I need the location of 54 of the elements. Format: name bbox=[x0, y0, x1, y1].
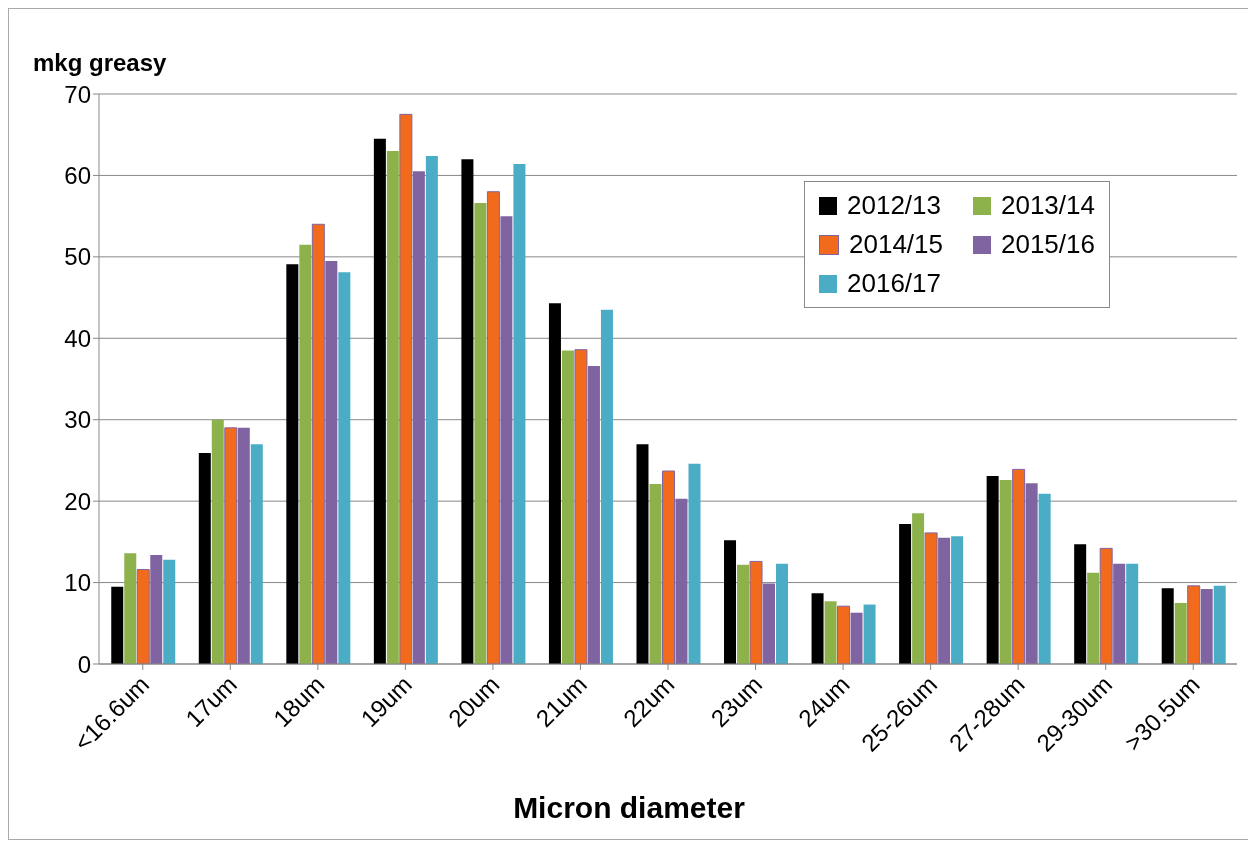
bar bbox=[338, 272, 351, 664]
bar bbox=[999, 479, 1012, 664]
y-tick-label: 40 bbox=[64, 324, 91, 352]
y-axis-title: mkg greasy bbox=[33, 49, 167, 77]
bar bbox=[688, 463, 701, 664]
bar bbox=[425, 155, 438, 664]
bar bbox=[600, 309, 613, 664]
bar bbox=[561, 350, 574, 664]
bar bbox=[111, 586, 124, 664]
bar bbox=[1213, 585, 1226, 664]
y-tick-label: 0 bbox=[77, 650, 91, 678]
bar bbox=[649, 484, 662, 664]
y-tick-label: 10 bbox=[64, 569, 91, 597]
bar bbox=[211, 419, 224, 664]
bar bbox=[1074, 544, 1087, 664]
bar bbox=[899, 523, 912, 664]
bar bbox=[863, 604, 876, 664]
y-tick-label: 50 bbox=[64, 243, 91, 271]
bar bbox=[461, 159, 474, 664]
legend-label: 2013/14 bbox=[1000, 190, 1095, 221]
bar bbox=[299, 244, 312, 664]
legend-label: 2012/13 bbox=[847, 190, 941, 221]
bar bbox=[474, 203, 487, 664]
bar bbox=[163, 559, 176, 664]
bar bbox=[286, 264, 299, 664]
bar bbox=[513, 164, 526, 664]
bar bbox=[548, 303, 561, 664]
bar bbox=[737, 564, 750, 664]
bar bbox=[124, 553, 137, 664]
bar bbox=[198, 453, 211, 664]
y-tick-label: 70 bbox=[64, 80, 91, 108]
bar bbox=[912, 513, 925, 664]
bar bbox=[386, 151, 399, 664]
bar bbox=[1038, 493, 1051, 664]
bar bbox=[986, 475, 999, 664]
bar bbox=[1174, 602, 1187, 664]
bar bbox=[1126, 563, 1139, 664]
legend-label: 2015/16 bbox=[1000, 229, 1095, 260]
bar bbox=[636, 444, 649, 664]
legend-label: 2016/17 bbox=[847, 268, 941, 299]
y-tick-label: 20 bbox=[64, 487, 91, 515]
bar bbox=[724, 540, 737, 664]
y-tick-label: 30 bbox=[64, 406, 91, 434]
bar bbox=[1161, 588, 1174, 664]
bar bbox=[776, 563, 789, 664]
legend-label: 2014/15 bbox=[849, 229, 943, 260]
bar bbox=[824, 601, 837, 664]
x-axis-title: Micron diameter bbox=[512, 791, 746, 825]
bar bbox=[811, 593, 824, 664]
bar bbox=[1087, 572, 1100, 664]
y-tick-label: 60 bbox=[64, 161, 91, 189]
bar bbox=[373, 138, 386, 664]
bar bbox=[250, 444, 263, 664]
bar bbox=[951, 536, 964, 664]
